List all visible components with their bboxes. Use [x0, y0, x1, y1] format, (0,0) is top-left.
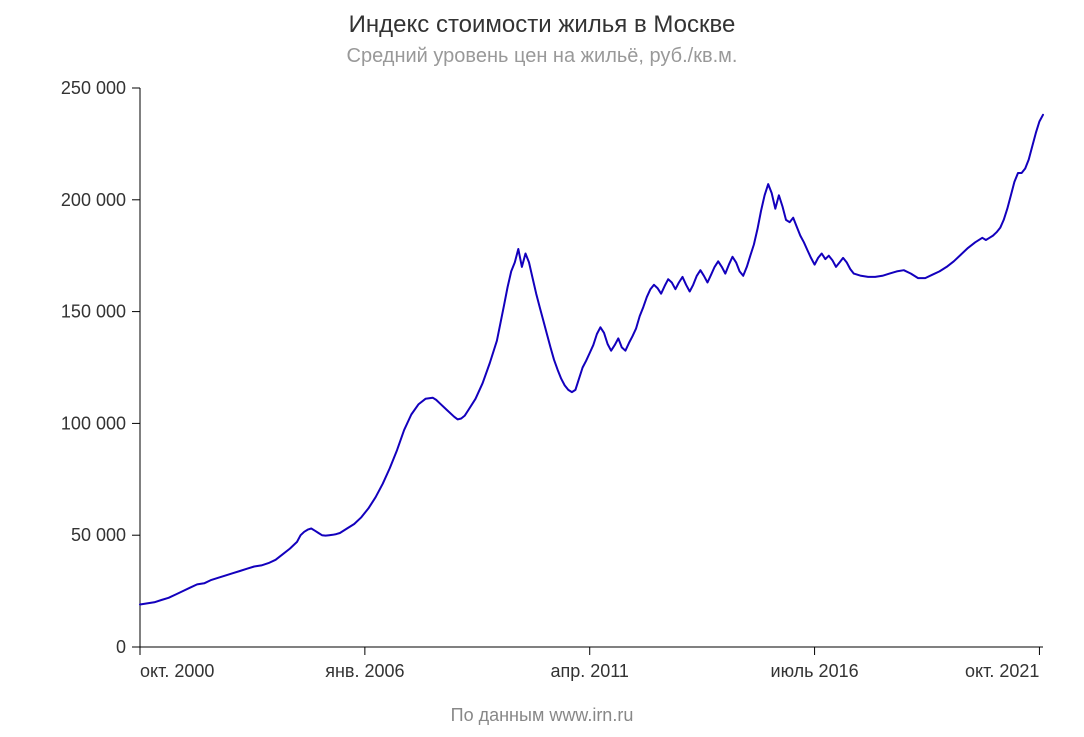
line-chart: Индекс стоимости жилья в Москве Средний у… — [0, 0, 1084, 737]
chart-subtitle: Средний уровень цен на жильё, руб./кв.м. — [347, 45, 738, 67]
y-tick-label: 0 — [116, 637, 126, 657]
y-tick-label: 200 000 — [61, 190, 126, 210]
x-tick-label: окт. 2000 — [140, 661, 214, 681]
x-tick-label: янв. 2006 — [325, 661, 404, 681]
chart-background — [0, 0, 1084, 737]
chart-footer: По данным www.irn.ru — [451, 705, 634, 725]
x-tick-label: окт. 2021 — [965, 661, 1039, 681]
y-tick-label: 50 000 — [71, 525, 126, 545]
x-tick-label: апр. 2011 — [550, 661, 628, 681]
chart-title: Индекс стоимости жилья в Москве — [349, 11, 736, 38]
y-tick-label: 150 000 — [61, 302, 126, 322]
x-tick-label: июль 2016 — [771, 661, 859, 681]
chart-container: Индекс стоимости жилья в Москве Средний у… — [0, 0, 1084, 737]
y-tick-label: 100 000 — [61, 413, 126, 433]
y-tick-label: 250 000 — [61, 78, 126, 98]
